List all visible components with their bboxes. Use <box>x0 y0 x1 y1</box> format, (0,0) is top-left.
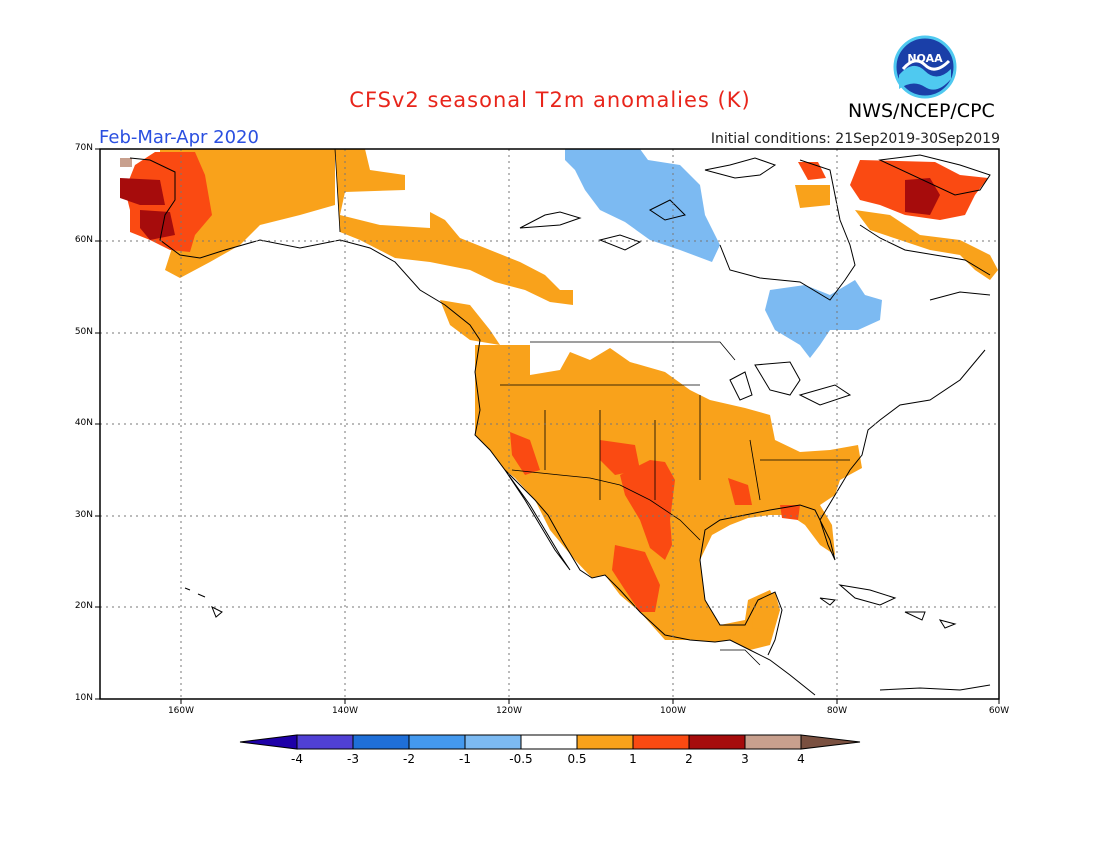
colorbar-label: -4 <box>291 752 303 766</box>
anomaly-warm-3-4 <box>120 158 132 167</box>
colorbar-swatch <box>576 734 634 750</box>
initial-conditions: Initial conditions: 21Sep2019-30Sep2019 <box>710 131 1000 147</box>
colorbar-label: -3 <box>347 752 359 766</box>
colorbar-swatch <box>296 734 354 750</box>
lon-label-100w: 100W <box>659 706 687 716</box>
lat-label-60n: 60N <box>74 235 93 245</box>
lat-label-20n: 20N <box>74 601 93 611</box>
colorbar-swatch <box>744 734 802 750</box>
lat-label-70n: 70N <box>74 143 93 153</box>
forecast-period: Feb-Mar-Apr 2020 <box>99 127 259 148</box>
colorbar-label: 0.5 <box>567 752 587 766</box>
lon-label-160w: 160W <box>167 706 195 716</box>
colorbar-arrow-right <box>800 734 861 750</box>
colorbar-label: 4 <box>797 752 805 766</box>
lon-label-80w: 80W <box>826 706 848 716</box>
lat-label-10n: 10N <box>74 693 93 703</box>
colorbar <box>239 734 861 750</box>
colorbar-label: 1 <box>629 752 637 766</box>
noaa-logo-icon: NOAA <box>893 35 957 99</box>
lon-label-120w: 120W <box>495 706 523 716</box>
colorbar-label: 2 <box>685 752 693 766</box>
gridlines <box>100 149 999 699</box>
colorbar-swatch <box>520 734 578 750</box>
political-borders <box>334 149 850 666</box>
colorbar-label: -1 <box>459 752 471 766</box>
colorbar-swatch <box>408 734 466 750</box>
lon-label-60w: 60W <box>988 706 1010 716</box>
colorbar-swatch <box>352 734 410 750</box>
colorbar-label: -2 <box>403 752 415 766</box>
lat-label-40n: 40N <box>74 418 93 428</box>
agency-label: NWS/NCEP/CPC <box>848 100 995 122</box>
lon-label-140w: 140W <box>331 706 359 716</box>
anomaly-warm-2-3 <box>120 178 940 240</box>
coastlines <box>129 154 991 696</box>
lat-label-50n: 50N <box>74 327 93 337</box>
colorbar-arrow-left <box>239 734 298 750</box>
logo-text: NOAA <box>907 52 943 65</box>
lat-label-30n: 30N <box>74 510 93 520</box>
colorbar-label: 3 <box>741 752 749 766</box>
colorbar-swatch <box>632 734 690 750</box>
colorbar-swatch <box>688 734 746 750</box>
colorbar-swatch <box>464 734 522 750</box>
colorbar-label: -0.5 <box>509 752 533 766</box>
anomaly-cool-0-5-1 <box>565 149 882 358</box>
tick-marks <box>95 148 1000 704</box>
chart-title: CFSv2 seasonal T2m anomalies (K) <box>349 88 751 112</box>
